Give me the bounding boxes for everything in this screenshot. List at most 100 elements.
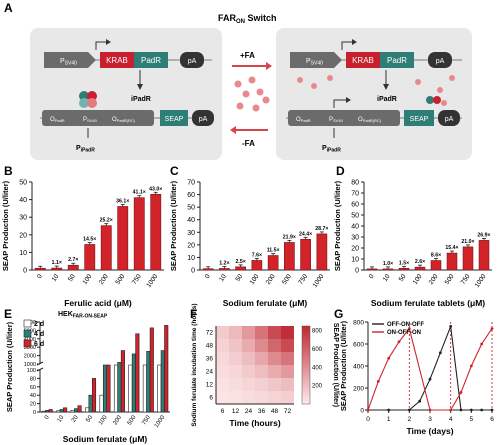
bar-e-2d bbox=[157, 364, 162, 413]
y-axis-label-C: SEAP Production (U/liter) bbox=[169, 180, 178, 271]
x-tick-label-g: 2 bbox=[408, 416, 412, 423]
colorbar bbox=[301, 325, 311, 405]
panel-a-title: FARON Switch bbox=[218, 13, 277, 25]
heatmap-cell bbox=[216, 391, 229, 404]
colorbar-tick-label: 800 bbox=[312, 329, 323, 335]
x-tick-label-e: 20 bbox=[71, 414, 80, 423]
p-sv40-label: PSV40 bbox=[60, 58, 77, 67]
data-label-C: 1.2× bbox=[219, 260, 229, 266]
bar-e-4d bbox=[146, 351, 151, 413]
bar-e-6d bbox=[63, 407, 68, 413]
y-tick-label-e: 3000 bbox=[24, 345, 36, 351]
heatmap-cell bbox=[216, 326, 229, 339]
series-point-g bbox=[387, 408, 391, 412]
bar-C bbox=[300, 239, 311, 271]
x-tick-label-C: 1000 bbox=[311, 273, 325, 289]
p-ipadr-left: PiPadR bbox=[76, 145, 95, 154]
bar-e-4d bbox=[102, 364, 108, 413]
cell-line-main: HEK bbox=[58, 311, 73, 318]
heatmap-cell bbox=[255, 352, 268, 365]
x-tick-label-D: 0 bbox=[368, 273, 376, 280]
panel-e: E HEKFAR-ON-SEAP 02040608010010002000300… bbox=[4, 307, 170, 444]
heatmap-cell bbox=[268, 391, 281, 404]
colorbar-tick-label: 200 bbox=[312, 384, 323, 390]
fa-arrows: +FA -FA bbox=[230, 51, 272, 148]
bar-B bbox=[133, 197, 145, 271]
ipadr-label-right: iPadR bbox=[377, 96, 397, 103]
data-label-C: 7.6× bbox=[252, 252, 262, 258]
p-ipadr-main: P bbox=[76, 145, 81, 152]
bar-e-2d bbox=[70, 410, 75, 413]
heatmap-cell bbox=[255, 391, 268, 404]
y-axis-label-g: SEAP Production (U/liter) bbox=[339, 320, 348, 411]
legend-label-e: 6 d bbox=[34, 341, 44, 348]
p-sv40-main: P bbox=[60, 58, 65, 65]
y-tick-label-C: 30 bbox=[187, 230, 195, 237]
y-tick-label-e: 60 bbox=[30, 385, 36, 391]
y-tick-label-g: 0 bbox=[360, 408, 364, 415]
data-label-C: 2.5× bbox=[236, 259, 246, 265]
p-sv40c-sub: SV40 bbox=[333, 118, 344, 123]
series-point-g bbox=[449, 408, 453, 412]
p-sv40-r-sub: SV40 bbox=[311, 61, 323, 67]
x-tick-label-B: 0 bbox=[36, 273, 44, 280]
y-tick-label-e: 100 bbox=[27, 368, 36, 374]
x-tick-label-g: 1 bbox=[387, 416, 391, 423]
panel-letter-g: G bbox=[334, 307, 343, 321]
bar-D bbox=[366, 268, 378, 271]
y-tick-label-f: 24 bbox=[206, 369, 214, 376]
bar-e-4d bbox=[45, 410, 50, 413]
bar-e-2d bbox=[113, 364, 119, 413]
data-label-D: 26.9× bbox=[477, 232, 490, 238]
pa-label-r2: pA bbox=[445, 116, 454, 123]
x-tick-label-D: 100 bbox=[412, 273, 424, 286]
left-state-box bbox=[30, 28, 222, 160]
x-tick-label-D: 1000 bbox=[474, 273, 488, 289]
y-tick-label-f: 12 bbox=[206, 382, 214, 389]
krab-label-r: KRAB bbox=[352, 56, 374, 65]
data-label-D: 15.4× bbox=[445, 245, 458, 251]
bar-e-6d bbox=[135, 333, 140, 413]
series-point-g bbox=[428, 377, 432, 381]
y-tick-label-D: 40 bbox=[351, 224, 359, 231]
y-tick-label-C: 0 bbox=[191, 268, 195, 275]
panel-c: C 0 10 20 30 40 50 60 70 0 1.2× 10 2.5× 50 7.6× 100 11.… bbox=[169, 164, 330, 308]
o-padr-r-main: O bbox=[296, 117, 301, 123]
heatmap-cell bbox=[216, 365, 229, 378]
panel-d: D 0 10 20 30 40 50 60 70 80 0 1.0× 10 1.5× 50 2.6× 100 8… bbox=[333, 164, 492, 308]
legend-label-g: ON-OFF-ON bbox=[387, 330, 421, 336]
x-tick-label-e: 10 bbox=[57, 414, 66, 423]
series-line-g bbox=[368, 326, 492, 411]
x-tick-label-f: 24 bbox=[245, 408, 253, 415]
bar-B bbox=[84, 244, 96, 271]
x-tick-label-D: 750 bbox=[460, 273, 472, 286]
bar-e-2d bbox=[128, 364, 133, 413]
heatmap-cell bbox=[281, 391, 294, 404]
legend-label-g: OFF-ON-OFF bbox=[387, 322, 424, 328]
bar-B bbox=[67, 264, 79, 271]
bar-e-2d bbox=[41, 410, 46, 413]
y-tick-label-B: 10 bbox=[19, 250, 27, 257]
bar-e-2d bbox=[99, 394, 104, 413]
svg-text:OPadR: OPadR bbox=[296, 117, 311, 123]
legend-swatch-e bbox=[23, 319, 32, 328]
heatmap-cell bbox=[242, 352, 255, 365]
svg-text:PSV40: PSV40 bbox=[306, 58, 323, 67]
o-padr-rc-r-sub: PadR(RC) bbox=[363, 118, 382, 123]
padr-label-r: PadR bbox=[387, 56, 407, 65]
y-tick-label-e: 80 bbox=[30, 376, 36, 382]
x-tick-label-B: 500 bbox=[114, 273, 126, 286]
heatmap-cell bbox=[229, 365, 242, 378]
x-tick-label-D: 500 bbox=[444, 273, 456, 286]
heatmap-cell bbox=[268, 339, 281, 352]
series-point-g bbox=[366, 408, 370, 412]
x-tick-label-e: 0 bbox=[44, 414, 51, 421]
right-top-construct: PSV40 KRAB PadR pA iPadR bbox=[290, 39, 462, 106]
panel-b: B 0102030405001.1×102.7×5014.5×10025.2×2… bbox=[1, 164, 164, 308]
cell-line-sub: FAR-ON-SEAP bbox=[73, 314, 108, 320]
right-bottom-construct: OPadR PSV40 OPadR(RC) SEAP pA PiPadR bbox=[286, 97, 462, 154]
data-label-B: 43.0× bbox=[149, 186, 162, 192]
x-axis-label-B: Ferulic acid (μM) bbox=[64, 298, 132, 308]
series-point-g bbox=[490, 327, 494, 330]
ipadr-label-left: iPadR bbox=[131, 96, 151, 103]
